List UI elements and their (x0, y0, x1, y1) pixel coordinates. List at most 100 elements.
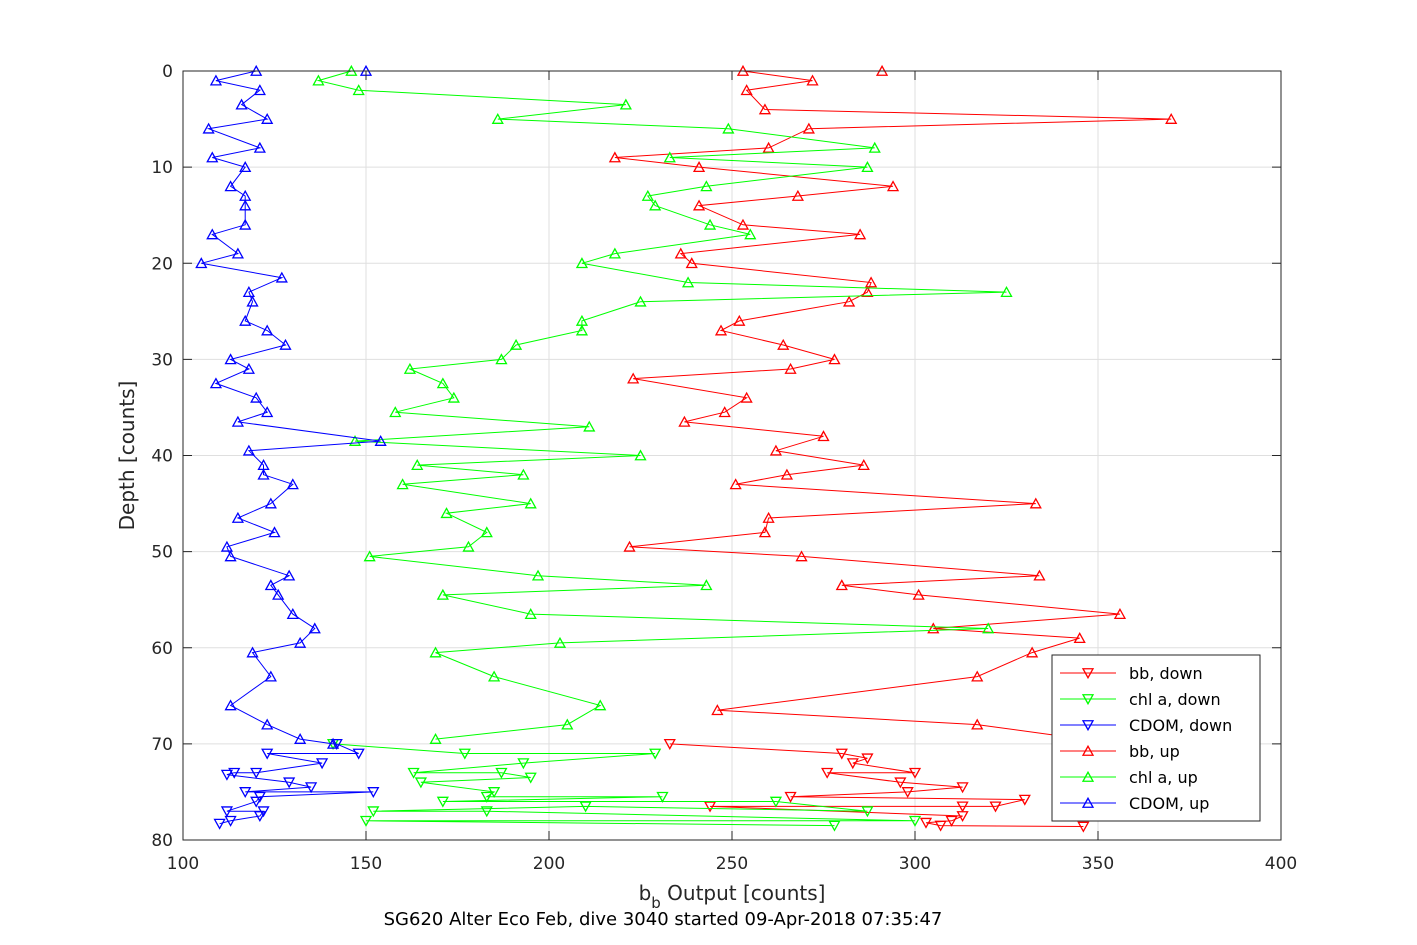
x-tick-label: 300 (899, 854, 931, 874)
data-point (294, 636, 307, 648)
data-point (458, 748, 471, 760)
data-point (253, 141, 266, 153)
data-point (663, 151, 676, 163)
data-point (250, 391, 263, 403)
data-point (927, 622, 940, 634)
data-point (239, 787, 252, 799)
legend-box (1051, 654, 1261, 822)
series-line (201, 70, 381, 745)
data-point (861, 285, 874, 297)
data-point (861, 753, 874, 765)
data-point (480, 806, 493, 818)
data-point (462, 540, 475, 552)
data-point (235, 98, 248, 110)
data-point (656, 791, 669, 803)
x-tick-label: 350 (1082, 854, 1114, 874)
data-point (1000, 285, 1013, 297)
data-point (681, 276, 695, 288)
data-point (934, 820, 947, 832)
data-point (374, 434, 387, 446)
y-tick-label: 20 (151, 254, 173, 274)
data-point (250, 796, 263, 808)
data-point (261, 718, 274, 730)
data-point (224, 180, 237, 192)
data-point (231, 247, 245, 259)
data-point (253, 84, 266, 96)
data-point (495, 353, 508, 365)
data-point (703, 801, 717, 813)
x-tick-label: 400 (1265, 854, 1297, 874)
data-point (195, 257, 208, 269)
data-point (231, 415, 245, 427)
data-point (480, 791, 493, 803)
data-point (784, 362, 797, 374)
legend-marker (1081, 770, 1095, 782)
data-point (971, 670, 984, 682)
data-point (268, 526, 281, 538)
data-point (272, 588, 285, 600)
data-point (740, 391, 753, 403)
y-tick-label: 0 (162, 62, 173, 82)
data-point (861, 806, 874, 818)
data-point (524, 497, 537, 509)
data-point (352, 748, 365, 760)
data-point (396, 478, 409, 490)
data-point (1113, 608, 1127, 620)
data-point (692, 161, 706, 173)
data-point (228, 767, 241, 779)
data-point (206, 228, 219, 240)
x-tick-label: 100 (167, 854, 199, 874)
data-point (363, 550, 376, 562)
legend-label: CDOM, down (1129, 716, 1232, 735)
data-point (634, 295, 647, 307)
data-point (509, 338, 523, 350)
data-point (279, 338, 292, 350)
data-point (348, 434, 362, 446)
data-point (802, 122, 815, 134)
data-point (231, 511, 245, 523)
data-point (575, 257, 589, 269)
data-point (239, 218, 252, 230)
data-point (623, 540, 636, 552)
data-point (821, 767, 834, 779)
data-point (663, 738, 676, 750)
data-point (283, 777, 296, 789)
data-point (202, 122, 215, 134)
data-point (220, 540, 234, 552)
y-tick-label: 10 (151, 158, 173, 178)
data-point (762, 141, 775, 153)
data-point (703, 218, 717, 230)
data-point (224, 699, 237, 711)
data-point (982, 622, 995, 634)
legend-entry: CDOM, up (1060, 794, 1209, 813)
series-cdom-up (195, 64, 387, 749)
data-point (692, 199, 706, 211)
data-point (1033, 569, 1046, 581)
data-point (517, 468, 530, 480)
data-point (634, 449, 647, 461)
data-point (575, 324, 589, 336)
data-point (242, 285, 255, 297)
data-point (283, 569, 296, 581)
data-point (213, 818, 226, 830)
data-point (861, 161, 874, 173)
data-point (956, 801, 969, 813)
legend-marker (1081, 694, 1095, 706)
data-point (487, 670, 501, 682)
data-point (674, 247, 687, 259)
data-point (440, 507, 453, 519)
data-point (685, 257, 698, 269)
legend-label: bb, up (1129, 742, 1180, 761)
data-point (411, 459, 424, 471)
series-cdom-down (213, 738, 380, 830)
data-point (1165, 112, 1178, 124)
data-point (436, 796, 449, 808)
data-point (729, 478, 742, 490)
legend-marker (1081, 796, 1095, 808)
data-point (326, 737, 340, 749)
data-point (308, 622, 321, 634)
data-point (784, 791, 797, 803)
y-axis-label: Depth [counts] (115, 381, 139, 531)
data-point (209, 74, 223, 86)
